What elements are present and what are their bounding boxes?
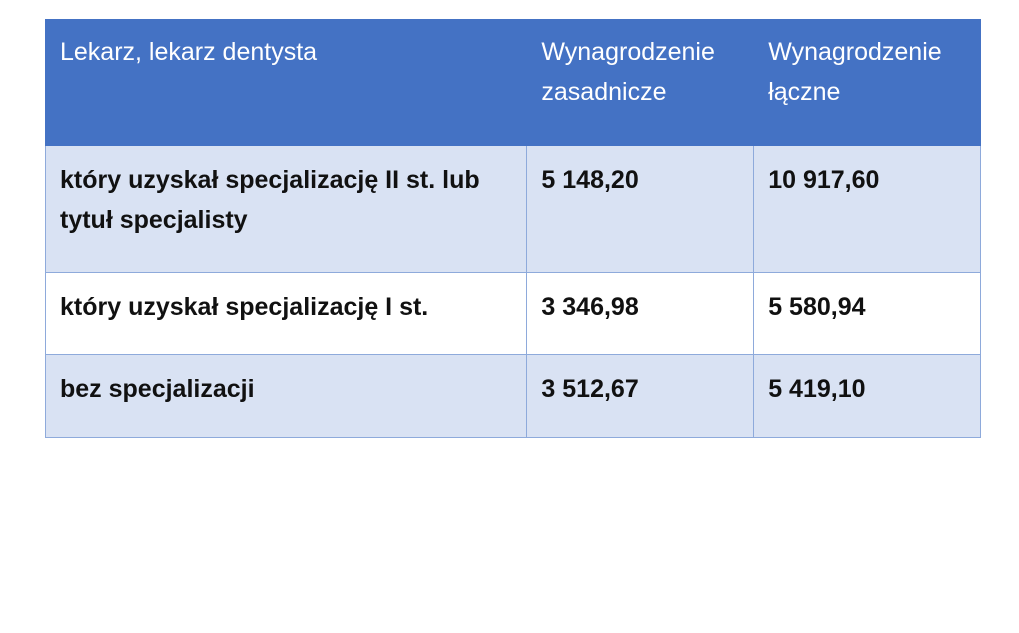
table-cell: 5 580,94 (753, 272, 981, 355)
table-cell: 5 419,10 (753, 354, 981, 438)
table-row: bez specjalizacji 3 512,67 5 419,10 (44, 354, 981, 438)
table-row: który uzyskał specjalizację II st. lub t… (44, 145, 981, 273)
table-row: który uzyskał specjalizację I st. 3 346,… (44, 272, 981, 355)
table-cell: 10 917,60 (753, 145, 981, 273)
table-cell: 3 346,98 (526, 272, 755, 355)
salary-table: Lekarz, lekarz dentysta Wynagrodzenie za… (44, 19, 981, 438)
header-cell: Lekarz, lekarz dentysta (44, 19, 528, 146)
header-cell: Wynagrodzenie zasadnicze (526, 19, 755, 146)
header-cell: Wynagrodzenie łączne (753, 19, 981, 146)
table-cell: który uzyskał specjalizację II st. lub t… (44, 145, 528, 273)
header-row: Lekarz, lekarz dentysta Wynagrodzenie za… (44, 19, 981, 146)
table-cell: bez specjalizacji (44, 354, 528, 438)
table-cell: który uzyskał specjalizację I st. (44, 272, 528, 355)
table-cell: 5 148,20 (526, 145, 755, 273)
table-cell: 3 512,67 (526, 354, 755, 438)
